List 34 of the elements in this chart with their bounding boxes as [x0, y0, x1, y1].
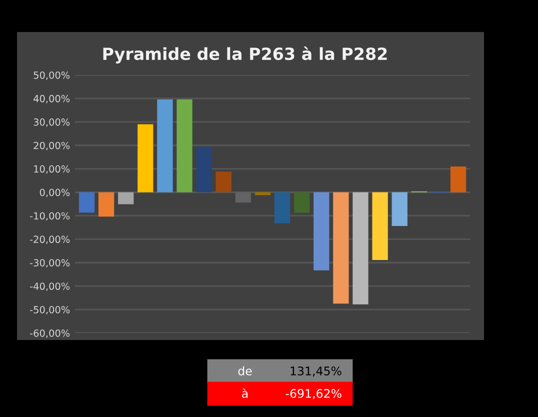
bar	[450, 166, 466, 192]
bar	[392, 192, 408, 226]
bar	[235, 192, 251, 203]
bar	[372, 192, 388, 260]
bar	[352, 192, 368, 304]
text: à	[242, 388, 248, 398]
chart-title: Pyramide de la P263 à la P282	[103, 46, 387, 64]
y-tick-label: -10,00%	[30, 212, 70, 221]
y-tick-label: 20,00%	[34, 142, 70, 150]
bar	[157, 99, 173, 192]
y-tick-label: 50,00%	[34, 71, 70, 80]
y-tick-label: 10,00%	[34, 165, 70, 174]
bar	[333, 192, 349, 304]
bar	[138, 124, 154, 192]
text: 131,45%	[290, 366, 342, 377]
bar	[118, 192, 134, 204]
text: -691,62%	[286, 388, 342, 400]
bar	[294, 192, 310, 213]
y-tick-label: -20,00%	[30, 236, 70, 244]
bar	[314, 192, 330, 270]
bar	[176, 99, 192, 192]
bar	[274, 192, 290, 224]
y-tick-label: 0,00%	[40, 188, 70, 198]
text: de	[238, 366, 252, 376]
y-tick-label: -50,00%	[30, 306, 70, 314]
bar	[78, 192, 95, 213]
y-tick-label: -30,00%	[30, 259, 70, 268]
y-tick-label: 30,00%	[34, 118, 70, 127]
bar	[216, 172, 232, 192]
y-tick-label: 40,00%	[34, 94, 70, 104]
bar	[98, 192, 114, 217]
y-tick-label: -40,00%	[30, 282, 70, 291]
y-tick-label: -60,00%	[30, 329, 70, 338]
bar	[196, 146, 212, 192]
